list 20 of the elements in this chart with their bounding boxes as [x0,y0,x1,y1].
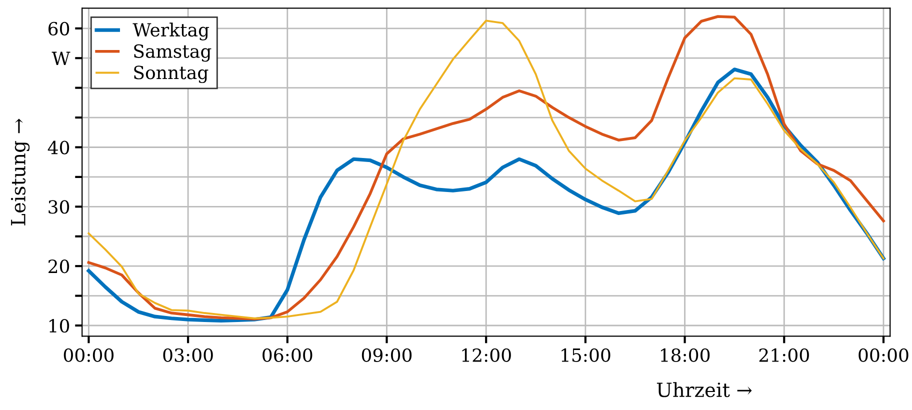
y-tick-label: 10 [50,318,70,333]
x-tick-label: 09:00 [362,348,412,362]
y-tick-label: 60 [48,22,70,36]
legend-label: Sonntag [134,66,208,84]
y-tick-label: 40 [48,140,70,154]
x-tick-label: 03:00 [163,348,213,362]
x-tick-label: 12:00 [462,348,511,362]
y-tick-label: 20 [48,260,70,274]
y-tick-label: W [52,52,70,65]
x-tick-label: 00:00 [858,348,908,362]
x-tick-label: 21:00 [759,348,809,362]
y-axis-title: Leistung → [10,118,30,226]
x-tick-label: 06:00 [262,348,312,362]
x-tick-label: 15:00 [562,348,610,362]
x-tick-label: 18:00 [660,348,710,362]
y-tick-label: 30 [48,200,70,214]
x-axis-title: Uhrzeit → [656,382,752,398]
x-tick-label: 00:00 [64,348,114,362]
legend-label: Werktag [132,22,210,40]
legend-label: Samstag [134,44,212,62]
